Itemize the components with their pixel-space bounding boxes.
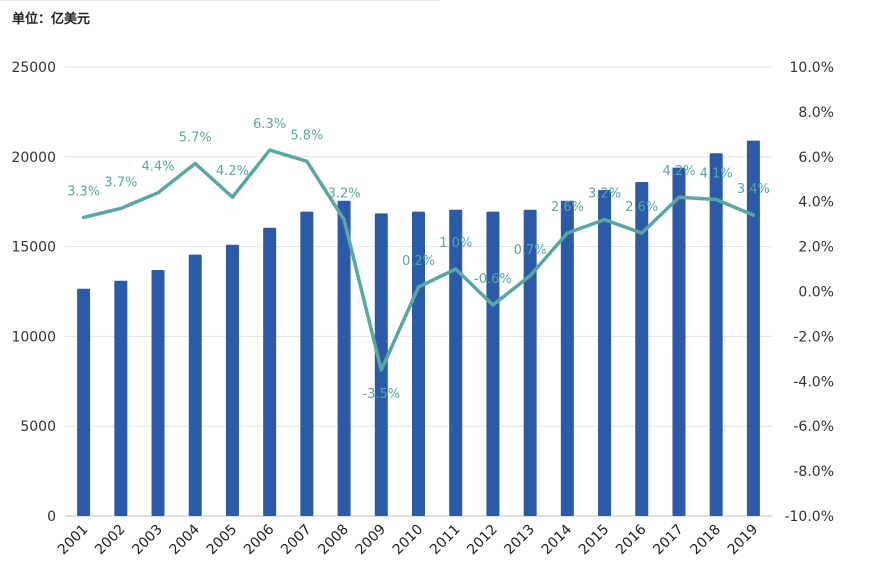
x-tick-label: 2010 bbox=[390, 522, 427, 559]
bar bbox=[412, 211, 425, 516]
x-tick-label: 2007 bbox=[278, 522, 315, 559]
bar bbox=[263, 227, 277, 516]
bar bbox=[523, 209, 537, 517]
top-rule bbox=[0, 0, 440, 1]
line-data-label: 3.4% bbox=[737, 182, 770, 197]
x-tick-label: 2009 bbox=[353, 522, 390, 559]
line-data-label: 0.7% bbox=[514, 243, 547, 258]
line-data-label: 2.6% bbox=[551, 200, 584, 215]
bar bbox=[337, 200, 351, 516]
bar bbox=[77, 288, 91, 516]
y-right-tick-label: 10.0% bbox=[790, 60, 834, 76]
bar bbox=[746, 140, 760, 517]
bar bbox=[672, 167, 686, 517]
y-right-tick-label: 8.0% bbox=[798, 105, 834, 121]
y-left-tick-label: 0 bbox=[47, 509, 56, 525]
x-tick-label: 2013 bbox=[501, 522, 538, 559]
line-data-label: 3.3% bbox=[67, 184, 100, 199]
line-data-label: 3.2% bbox=[328, 187, 361, 202]
y-left-tick-label: 25000 bbox=[11, 60, 56, 76]
line-data-label: 5.8% bbox=[290, 128, 323, 143]
x-tick-label: 2002 bbox=[92, 522, 129, 559]
line-data-label: 2.6% bbox=[625, 200, 658, 215]
bar bbox=[560, 200, 574, 516]
y-right-tick-label: -6.0% bbox=[793, 419, 834, 435]
x-tick-label: 2016 bbox=[613, 521, 650, 558]
line-data-label: 5.7% bbox=[179, 131, 212, 146]
x-tick-label: 2012 bbox=[464, 522, 501, 559]
y-right-tick-label: 6.0% bbox=[798, 150, 834, 166]
x-tick-label: 2019 bbox=[725, 522, 762, 559]
unit-label: 单位：亿美元 bbox=[12, 12, 91, 27]
line-data-label: 3.7% bbox=[104, 175, 137, 190]
y-right-tick-label: -8.0% bbox=[793, 464, 834, 480]
y-right-tick-label: -2.0% bbox=[793, 329, 834, 345]
y-left-tick-label: 15000 bbox=[11, 240, 56, 256]
line-data-label: 4.2% bbox=[662, 164, 695, 179]
line-data-label: -3.5% bbox=[362, 387, 400, 402]
bar bbox=[449, 209, 463, 517]
x-tick-label: 2003 bbox=[129, 522, 166, 559]
bar bbox=[486, 211, 500, 516]
bar bbox=[188, 254, 202, 516]
bar bbox=[114, 280, 128, 516]
y-right-tick-label: -10.0% bbox=[784, 509, 834, 525]
x-tick-label: 2005 bbox=[204, 522, 241, 559]
bar bbox=[709, 153, 723, 516]
bar bbox=[598, 190, 612, 516]
x-tick-label: 2011 bbox=[427, 522, 464, 559]
y-left-tick-label: 5000 bbox=[20, 419, 56, 435]
line-data-label: -0.6% bbox=[474, 272, 512, 287]
line-data-label: 3.2% bbox=[588, 187, 621, 202]
line-data-label: 1.0% bbox=[439, 236, 472, 251]
x-tick-label: 2015 bbox=[576, 522, 613, 559]
bar bbox=[151, 269, 165, 516]
x-tick-label: 2001 bbox=[55, 522, 92, 559]
x-tick-label: 2004 bbox=[167, 521, 204, 558]
bar bbox=[635, 181, 649, 516]
y-right-tick-label: 0.0% bbox=[798, 285, 834, 301]
x-tick-label: 2018 bbox=[687, 522, 724, 559]
bar bbox=[300, 211, 314, 516]
line-data-label: 4.4% bbox=[142, 160, 175, 175]
y-right-tick-label: 4.0% bbox=[798, 195, 834, 211]
y-left-tick-label: 20000 bbox=[11, 150, 56, 166]
x-tick-label: 2006 bbox=[241, 521, 278, 558]
line-data-label: 6.3% bbox=[253, 117, 286, 132]
growth-line bbox=[81, 148, 756, 372]
line-data-label: 4.2% bbox=[216, 164, 249, 179]
x-tick-label: 2014 bbox=[539, 521, 576, 558]
x-tick-label: 2008 bbox=[315, 522, 352, 559]
y-right-tick-label: 2.0% bbox=[798, 240, 834, 256]
line-data-label: 4.1% bbox=[700, 166, 733, 181]
y-left-tick-label: 10000 bbox=[11, 329, 56, 345]
line-data-label: 0.2% bbox=[402, 254, 435, 269]
x-tick-label: 2017 bbox=[650, 522, 687, 559]
bar bbox=[225, 244, 239, 516]
y-right-tick-label: -4.0% bbox=[793, 374, 834, 390]
